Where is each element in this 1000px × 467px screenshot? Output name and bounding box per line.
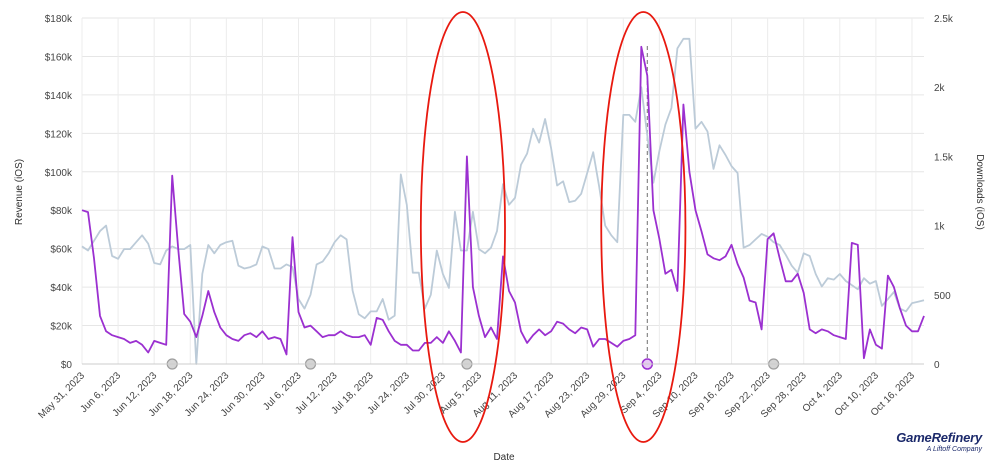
y-left-tick-5: $100k xyxy=(45,168,73,179)
y-right-tick-5: 2.5k xyxy=(934,14,954,25)
y-axis-left-title: Revenue (iOS) xyxy=(14,159,25,225)
y-right-tick-3: 1.5k xyxy=(934,152,954,163)
series-layer xyxy=(81,37,925,365)
downloads-line xyxy=(81,37,925,365)
y-left-tick-0: $0 xyxy=(61,360,73,371)
y-left-tick-8: $160k xyxy=(45,52,73,63)
event-markers[interactable] xyxy=(166,358,780,370)
x-tick-0: May 31, 2023 xyxy=(36,370,87,421)
annotation-circles xyxy=(419,11,687,443)
y-left-tick-1: $20k xyxy=(50,322,73,333)
y-left-tick-7: $140k xyxy=(45,91,73,102)
x-axis-title: Date xyxy=(493,452,515,463)
y-left-tick-4: $80k xyxy=(50,206,73,217)
brand-logo: GameRefinery A Liftoff Company xyxy=(896,430,982,453)
y-left-tick-6: $120k xyxy=(45,129,73,140)
y-right-tick-4: 2k xyxy=(934,83,946,94)
annotation-circle-0 xyxy=(419,11,506,443)
y-right-tick-0: 0 xyxy=(934,360,940,371)
y-left-tick-2: $40k xyxy=(50,283,73,294)
y-left-tick-3: $60k xyxy=(50,245,73,256)
y-axis-right-title: Downloads (iOS) xyxy=(974,154,985,230)
brand-name: GameRefinery xyxy=(896,430,982,445)
annotation-circle-1 xyxy=(600,11,687,443)
y-left-tick-9: $180k xyxy=(45,14,73,25)
y-right-tick-1: 500 xyxy=(934,291,951,302)
y-right-tick-2: 1k xyxy=(934,222,946,233)
revenue-line xyxy=(81,45,925,360)
brand-tagline: A Liftoff Company xyxy=(926,446,982,453)
